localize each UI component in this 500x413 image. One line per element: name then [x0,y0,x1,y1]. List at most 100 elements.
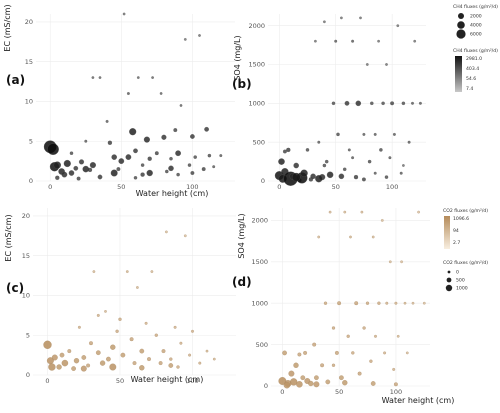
size-legend-key [457,21,465,29]
data-point [61,171,68,178]
y-tick-label: 0 [26,371,30,379]
data-point [296,381,303,388]
x-axis-label: Water height (cm) [382,396,455,405]
data-point [357,371,362,376]
data-point [161,349,166,354]
color-legend-label: 54.6 [466,76,476,82]
data-point [73,165,79,171]
data-point [111,154,117,160]
data-point [370,101,374,106]
data-point [207,153,212,158]
data-point [168,363,174,368]
data-point [98,76,102,79]
panel-c: 0 5 10 15 20 0 50 100 (c) Water height (cm) EC (mS… [4,208,236,385]
data-point [51,354,58,361]
data-point [384,175,389,179]
y-tick-label: 0 [264,382,268,390]
data-point [67,349,72,354]
x-tick-label: 0 [48,183,52,191]
data-point [61,359,69,367]
data-point [139,365,145,371]
data-point [396,24,400,28]
data-point [354,301,359,306]
data-point [403,301,407,305]
data-point [77,325,81,329]
data-point [91,76,95,79]
data-point [193,155,197,159]
data-point [317,235,321,239]
data-point [365,63,369,66]
size-legend-title: CH4 fluxes (g/m²/d) [453,4,498,10]
color-legend-title: CH4 fluxes (g/m²/d) [453,48,498,54]
data-point [362,326,366,330]
data-point [383,351,387,355]
data-point [320,363,325,368]
x-axis-label: Water height (cm) [136,189,209,198]
data-point [344,100,350,106]
data-point [89,341,93,346]
data-point [326,171,334,179]
data-point [377,301,381,305]
data-point [293,362,299,368]
size-legend-label: 4000 [470,23,482,29]
size-legend-label: 2000 [470,14,482,20]
data-point [338,173,345,180]
size-legend-key [458,13,464,19]
data-point [154,151,159,156]
data-point [133,148,138,154]
data-point [300,169,308,177]
x-tick-label: 50 [116,377,124,385]
data-point [297,352,302,357]
data-point [146,169,153,177]
data-point [300,375,306,381]
y-tick-label: 5 [26,331,30,339]
data-point [139,348,145,354]
data-point [107,140,113,145]
data-point [380,219,384,222]
data-point [325,379,331,385]
panel-label: (d) [232,275,252,289]
data-point [373,132,377,136]
data-point [96,313,100,317]
size-legend-label: 1000 [456,286,468,292]
x-tick-label: 50 [335,388,343,396]
y-tick-label: 5 [29,137,33,145]
data-point [324,159,329,164]
y-tick-label: 1500 [248,61,265,69]
data-point [291,172,301,182]
data-point [367,159,372,164]
data-point [110,169,118,177]
y-tick-label: 20 [25,18,33,26]
data-point [183,234,187,238]
data-point [418,101,422,105]
panel-label: (c) [6,281,24,295]
data-point [169,357,173,361]
data-point [126,92,130,95]
data-point [392,132,396,136]
data-point [179,104,183,107]
x-tick-label: 100 [186,183,198,191]
color-legend-label: 1096.6 [453,216,469,222]
data-point [76,176,81,181]
data-point [183,38,187,41]
data-point [158,361,163,366]
data-point [282,149,287,154]
data-point [176,172,180,177]
data-point [360,210,364,214]
data-point [373,171,377,175]
data-point [417,210,420,214]
y-tick-label: 10 [25,98,33,106]
data-point [86,363,91,368]
data-point [110,344,116,350]
data-point [125,154,132,160]
data-point [337,301,342,306]
data-point [116,167,121,172]
data-point [47,143,59,155]
y-tick-label: 500 [253,138,265,146]
data-point [411,101,414,105]
data-point [305,148,310,152]
x-tick-label: 100 [186,377,198,385]
panel-label: (b) [232,77,252,91]
data-point [405,351,409,355]
